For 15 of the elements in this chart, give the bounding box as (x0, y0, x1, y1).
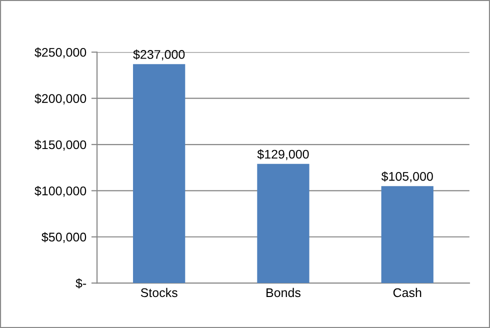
x-tick-label: Stocks (140, 288, 178, 298)
y-tick-label: $100,000 (34, 186, 86, 197)
y-tick-label: $250,000 (34, 47, 86, 58)
data-label: $129,000 (257, 149, 309, 160)
y-tick-label: $50,000 (42, 232, 86, 244)
y-tick-label: $200,000 (34, 94, 86, 104)
x-tick-label: Bonds (266, 288, 300, 298)
y-tick-label: $150,000 (34, 140, 86, 151)
x-tick-label: Cash (393, 288, 422, 298)
bar (257, 164, 310, 284)
y-tick-label: $- (76, 278, 86, 288)
bar (381, 186, 434, 284)
data-label: $237,000 (133, 50, 185, 60)
data-label: $105,000 (381, 171, 433, 182)
bar (133, 64, 186, 284)
